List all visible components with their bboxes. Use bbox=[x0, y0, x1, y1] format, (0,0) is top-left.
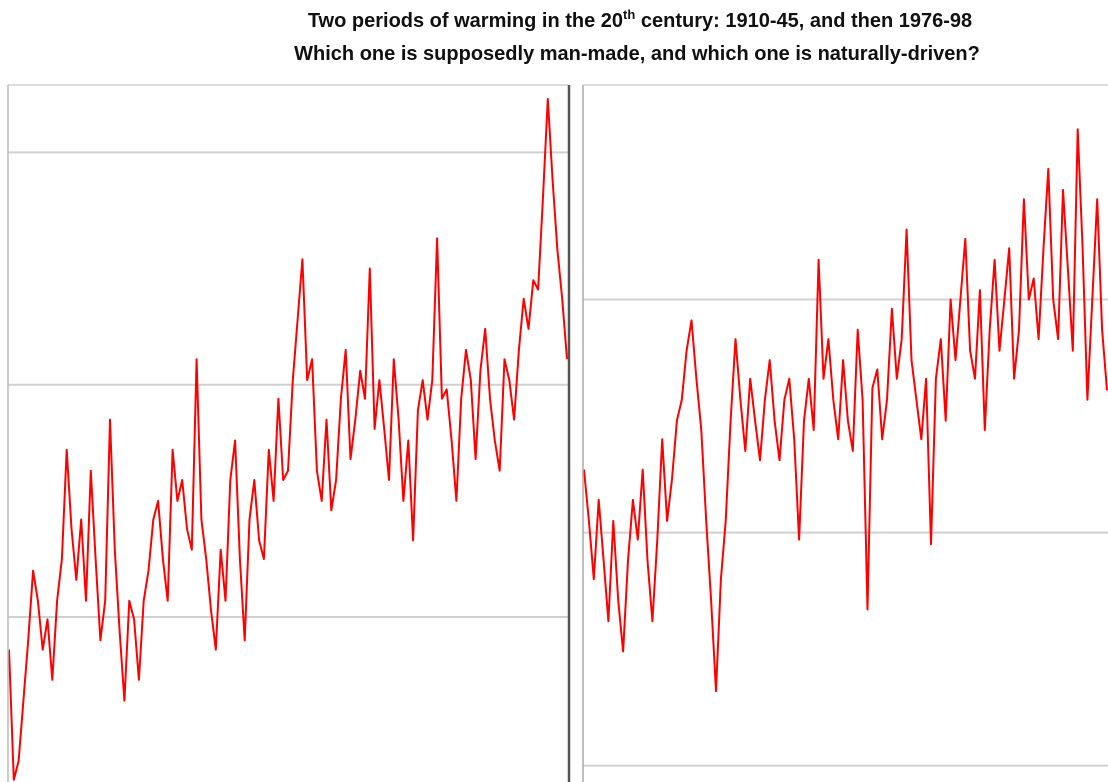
plot-area bbox=[8, 85, 568, 782]
data-line bbox=[583, 128, 1108, 693]
title-part: Two periods of warming in the 20 bbox=[308, 10, 623, 32]
data-line bbox=[8, 97, 568, 781]
title-part: century: 1910-45, and then 1976-98 bbox=[635, 10, 972, 32]
chart-title: Two periods of warming in the 20th centu… bbox=[308, 7, 972, 32]
title-superscript: th bbox=[623, 7, 635, 22]
plot-area bbox=[583, 85, 1108, 782]
chart-subtitle: Which one is supposedly man-made, and wh… bbox=[294, 43, 980, 65]
